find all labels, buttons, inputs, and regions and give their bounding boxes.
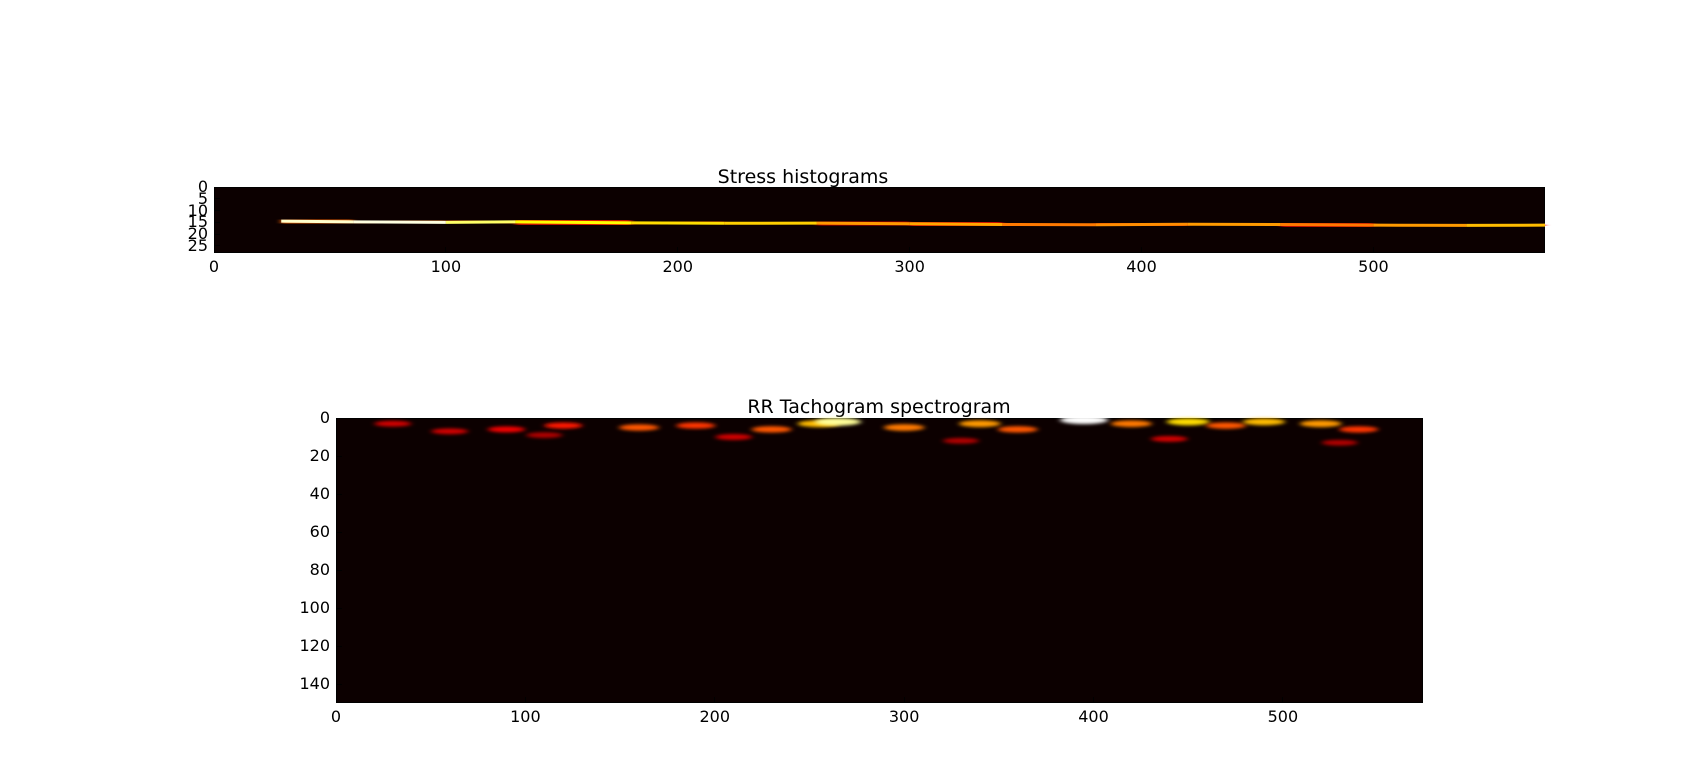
y-tick-label: 120 — [299, 636, 330, 655]
spectrogram-hotspot — [1206, 422, 1247, 429]
y-tick-label: 40 — [309, 484, 330, 503]
y-tick-mark — [336, 645, 342, 647]
spectrogram-hotspot — [997, 426, 1038, 433]
spectrogram-hotspot — [526, 432, 563, 438]
y-tick-label: 60 — [309, 522, 330, 541]
spectrogram-hotspot — [883, 424, 925, 431]
stress-ridge-segment — [909, 222, 1003, 226]
y-tick-label: 10 — [187, 200, 208, 220]
y-tick-mark — [336, 531, 342, 533]
x-tick-mark — [1092, 697, 1094, 703]
y-tick-mark — [336, 493, 342, 495]
spectrogram-hotspot — [618, 424, 659, 431]
y-tick-label: 140 — [299, 674, 330, 693]
x-tick-mark — [524, 697, 526, 703]
y-tick-label: 20 — [187, 224, 208, 244]
x-tick-mark — [1141, 247, 1143, 253]
chart-title-rr: RR Tachogram spectrogram — [747, 396, 1011, 418]
y-tick-mark — [214, 233, 220, 235]
stress-ridge-segment — [281, 219, 354, 224]
x-tick-mark — [1372, 247, 1374, 253]
x-tick-label: 300 — [894, 257, 925, 276]
plot-area-rr — [336, 418, 1423, 703]
spectrogram-hotspot — [544, 422, 583, 429]
stress-ridge-segment — [1280, 222, 1374, 227]
spectrogram-hotspot — [1166, 418, 1210, 426]
spectrogram-hotspot — [1321, 439, 1358, 446]
y-tick-mark — [214, 186, 220, 188]
stress-ridge-segment — [816, 221, 910, 226]
y-tick-mark — [214, 221, 220, 223]
x-tick-mark — [677, 247, 679, 253]
y-tick-label: 25 — [187, 235, 208, 255]
x-tick-label: 300 — [888, 707, 920, 726]
spectrogram-hotspot — [1060, 416, 1109, 424]
x-tick-mark — [445, 247, 447, 253]
spectrogram-hotspot — [715, 434, 753, 440]
x-tick-mark — [213, 247, 215, 253]
spectrogram-hotspot — [1110, 420, 1152, 428]
y-tick-mark — [336, 683, 342, 685]
y-tick-label: 80 — [309, 560, 330, 579]
spectrogram-hotspot — [1150, 435, 1188, 442]
spectrogram-hotspot — [751, 426, 792, 433]
x-tick-label: 100 — [510, 707, 541, 726]
spectrogram-hotspot — [959, 420, 1001, 428]
y-tick-mark — [214, 245, 220, 247]
x-tick-label: 200 — [662, 257, 694, 276]
x-tick-mark — [1282, 697, 1284, 703]
y-tick-mark — [336, 569, 342, 571]
chart-title-stress: Stress histograms — [717, 166, 889, 188]
spectrogram-hotspot — [1339, 426, 1379, 433]
spectrogram-hotspot — [487, 426, 526, 433]
x-tick-label: 500 — [1267, 707, 1299, 726]
spectrogram-hotspot — [374, 420, 412, 427]
x-tick-mark — [335, 697, 337, 703]
y-tick-mark — [336, 607, 342, 609]
x-tick-label: 500 — [1358, 257, 1389, 276]
y-tick-label: 5 — [197, 188, 208, 208]
x-tick-label: 100 — [430, 257, 462, 276]
x-tick-label: 400 — [1078, 707, 1109, 726]
x-tick-mark — [714, 697, 716, 703]
spectrogram-hotspot — [814, 417, 862, 426]
spectrogram-hotspot — [1242, 418, 1286, 426]
spectrogram-hotspot — [431, 428, 469, 435]
y-tick-mark — [336, 455, 342, 457]
x-tick-label: 0 — [208, 257, 220, 276]
y-tick-label: 0 — [197, 177, 208, 196]
spectrogram-hotspot — [942, 437, 979, 444]
y-tick-label: 20 — [309, 446, 330, 465]
spectrogram-hotspot — [676, 422, 716, 429]
x-tick-mark — [903, 697, 905, 703]
y-tick-label: 0 — [319, 408, 330, 427]
x-tick-label: 400 — [1126, 257, 1157, 276]
x-tick-label: 200 — [699, 707, 731, 726]
y-tick-label: 100 — [299, 598, 330, 617]
stress-ridge-segment — [515, 220, 632, 225]
y-tick-mark — [336, 417, 342, 419]
y-tick-label: 15 — [187, 212, 208, 232]
x-tick-label: 0 — [330, 707, 342, 726]
x-tick-mark — [909, 247, 911, 253]
y-tick-mark — [214, 210, 220, 212]
spectrogram-hotspot — [1299, 420, 1342, 428]
y-tick-mark — [214, 198, 220, 200]
